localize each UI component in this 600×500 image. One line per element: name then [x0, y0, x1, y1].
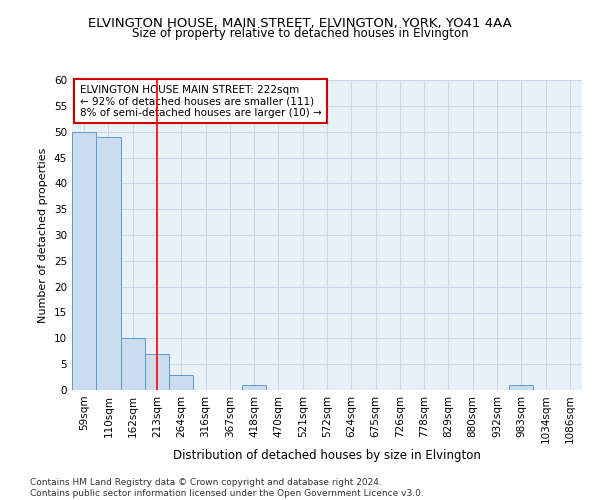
Bar [242, 385, 266, 390]
Bar [121, 338, 145, 390]
Text: ELVINGTON HOUSE, MAIN STREET, ELVINGTON, YORK, YO41 4AA: ELVINGTON HOUSE, MAIN STREET, ELVINGTON,… [88, 18, 512, 30]
X-axis label: Distribution of detached houses by size in Elvington: Distribution of detached houses by size … [173, 449, 481, 462]
Bar [509, 385, 533, 390]
Text: Size of property relative to detached houses in Elvington: Size of property relative to detached ho… [131, 28, 469, 40]
Y-axis label: Number of detached properties: Number of detached properties [38, 148, 49, 322]
Text: Contains HM Land Registry data © Crown copyright and database right 2024.
Contai: Contains HM Land Registry data © Crown c… [30, 478, 424, 498]
Bar [145, 354, 169, 390]
Bar [169, 374, 193, 390]
Bar [96, 137, 121, 390]
Bar [72, 132, 96, 390]
Text: ELVINGTON HOUSE MAIN STREET: 222sqm
← 92% of detached houses are smaller (111)
8: ELVINGTON HOUSE MAIN STREET: 222sqm ← 92… [80, 84, 322, 118]
